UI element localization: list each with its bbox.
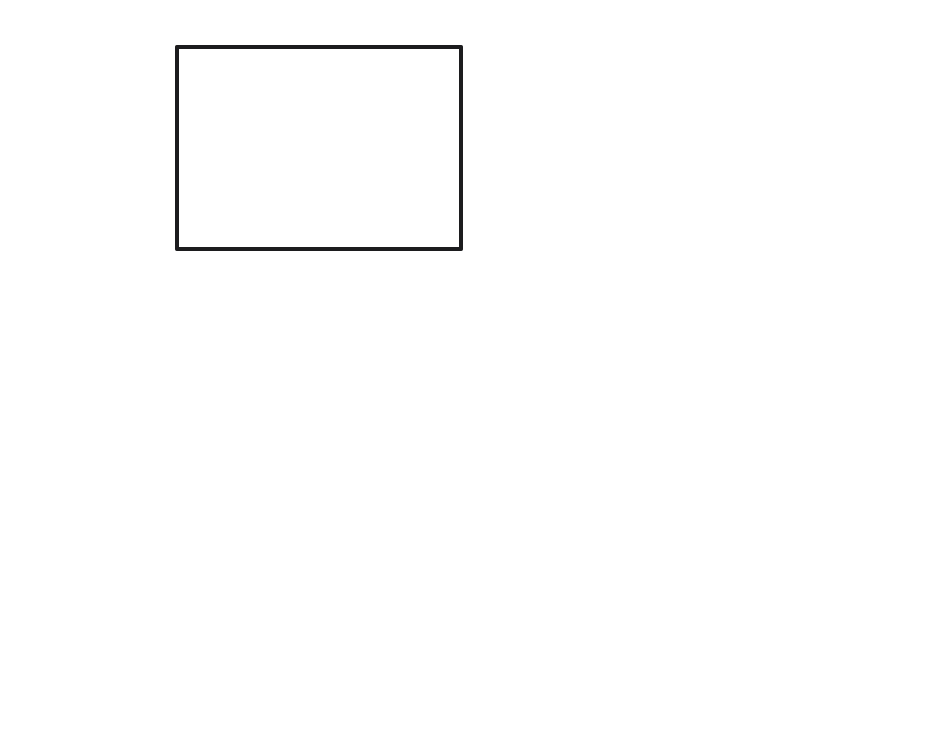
region-label-l3	[719, 310, 755, 650]
legend-item-read-stt	[187, 55, 451, 99]
region-label-l4	[834, 88, 868, 648]
legend-item-write-sram	[187, 197, 451, 241]
legend-marker-read-sram	[187, 162, 249, 182]
legend-marker-write-stt	[187, 114, 249, 134]
legend-marker-write-sram	[187, 209, 249, 229]
region-label-l2	[593, 445, 665, 685]
legend-item-read-sram	[187, 150, 451, 194]
y-axis-title	[3, 225, 39, 465]
legend-marker-read-stt	[187, 67, 249, 87]
legend	[175, 45, 463, 251]
legend-item-write-stt	[187, 102, 451, 146]
